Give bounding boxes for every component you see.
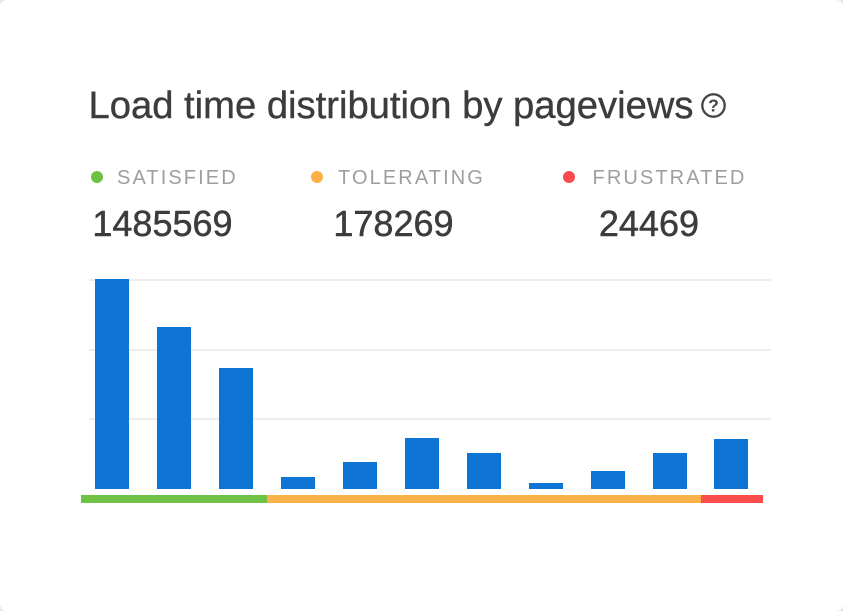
svg-text:?: ? — [708, 96, 719, 116]
